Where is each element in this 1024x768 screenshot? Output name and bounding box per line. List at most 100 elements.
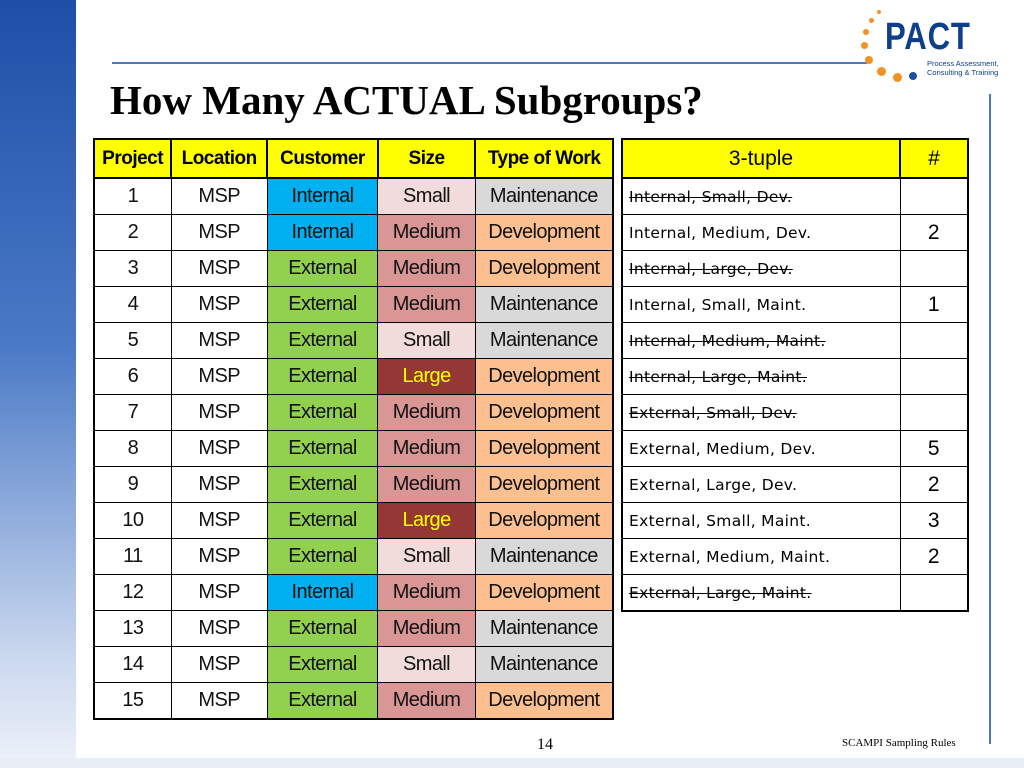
type-of-work-cell: Development — [474, 394, 614, 431]
tuple-count-cell: 5 — [899, 430, 969, 467]
type-of-work-cell: Development — [474, 214, 614, 251]
type-of-work-cell: Maintenance — [474, 322, 614, 359]
project-row: 13 MSP External Medium Maintenance — [93, 610, 614, 647]
location-cell: MSP — [170, 430, 268, 467]
project-number-cell: 9 — [93, 466, 172, 503]
location-cell: MSP — [170, 646, 268, 683]
tuple-row: External, Small, Dev. — [621, 394, 969, 431]
customer-cell: External — [266, 538, 379, 575]
location-cell: MSP — [170, 682, 268, 720]
project-row: 6 MSP External Large Development — [93, 358, 614, 395]
size-cell: Medium — [377, 574, 476, 611]
location-cell: MSP — [170, 538, 268, 575]
tuple-row: External, Large, Dev. 2 — [621, 466, 969, 503]
tuple-row: External, Medium, Dev. 5 — [621, 430, 969, 467]
type-of-work-cell: Maintenance — [474, 610, 614, 647]
tuple-row: Internal, Small, Maint. 1 — [621, 286, 969, 323]
project-number-cell: 3 — [93, 250, 172, 287]
right-divider — [989, 94, 991, 744]
location-cell: MSP — [170, 502, 268, 539]
tuple-label: Internal, Large, Maint. — [629, 367, 807, 386]
project-row: 15 MSP External Medium Development — [93, 682, 614, 720]
location-cell: MSP — [170, 177, 268, 215]
tuple-name-cell: Internal, Large, Dev. — [621, 250, 901, 287]
project-number-cell: 8 — [93, 430, 172, 467]
page-number: 14 — [537, 736, 553, 753]
location-cell: MSP — [170, 574, 268, 611]
type-of-work-cell: Development — [474, 250, 614, 287]
project-row: 14 MSP External Small Maintenance — [93, 646, 614, 683]
size-cell: Medium — [377, 682, 476, 720]
logo-dot — [869, 18, 874, 23]
type-of-work-cell: Development — [474, 358, 614, 395]
tuple-count-cell — [899, 358, 969, 395]
tuple-row: Internal, Small, Dev. — [621, 177, 969, 215]
bottom-strip — [0, 758, 1024, 768]
tuple-label: External, Large, Dev. — [629, 475, 798, 494]
tuple-count-cell: 2 — [899, 214, 969, 251]
tuple-row: Internal, Medium, Dev. 2 — [621, 214, 969, 251]
tuple-count-cell: 2 — [899, 466, 969, 503]
customer-cell: External — [266, 322, 379, 359]
location-cell: MSP — [170, 250, 268, 287]
col-header-project: Project — [92, 138, 173, 179]
type-of-work-cell: Maintenance — [474, 538, 614, 575]
location-cell: MSP — [170, 286, 268, 323]
tuple-count-cell: 2 — [899, 538, 969, 575]
tuple-row: Internal, Large, Maint. — [621, 358, 969, 395]
tuple-name-cell: Internal, Small, Dev. — [621, 177, 901, 215]
size-cell: Small — [377, 538, 476, 575]
project-number-cell: 13 — [93, 610, 172, 647]
project-row: 8 MSP External Medium Development — [93, 430, 614, 467]
logo-dot — [877, 67, 886, 76]
customer-cell: External — [266, 682, 379, 720]
logo-dot — [861, 42, 868, 49]
tuple-name-cell: Internal, Small, Maint. — [621, 286, 901, 323]
size-cell: Medium — [377, 394, 476, 431]
tuple-count-cell: 3 — [899, 502, 969, 539]
projects-table: Project Location Customer Size Type of W… — [92, 138, 614, 720]
tuple-name-cell: External, Small, Dev. — [621, 394, 901, 431]
customer-cell: External — [266, 466, 379, 503]
tuple-name-cell: Internal, Large, Maint. — [621, 358, 901, 395]
customer-cell: External — [266, 358, 379, 395]
tuple-name-cell: Internal, Medium, Maint. — [621, 322, 901, 359]
customer-cell: External — [266, 430, 379, 467]
tuple-name-cell: External, Large, Dev. — [621, 466, 901, 503]
customer-cell: External — [266, 286, 379, 323]
customer-cell: External — [266, 394, 379, 431]
project-number-cell: 15 — [93, 682, 172, 720]
tuple-name-cell: External, Large, Maint. — [621, 574, 901, 612]
project-row: 4 MSP External Medium Maintenance — [93, 286, 614, 323]
col-header-tuple: 3-tuple — [621, 138, 901, 179]
logo-dot — [865, 56, 873, 64]
tuple-count-cell: 1 — [899, 286, 969, 323]
tuple-name-cell: External, Medium, Maint. — [621, 538, 901, 575]
col-header-customer: Customer — [266, 138, 379, 179]
size-cell: Large — [377, 358, 476, 395]
tuple-label: Internal, Medium, Maint. — [629, 331, 826, 350]
customer-cell: External — [266, 502, 379, 539]
col-header-location: Location — [170, 138, 269, 179]
size-cell: Medium — [377, 286, 476, 323]
customer-cell: External — [266, 610, 379, 647]
project-row: 10 MSP External Large Development — [93, 502, 614, 539]
tuple-count-cell — [899, 574, 969, 612]
project-row: 12 MSP Internal Medium Development — [93, 574, 614, 611]
type-of-work-cell: Development — [474, 502, 614, 539]
tuple-count-cell — [899, 250, 969, 287]
logo-dot — [893, 73, 902, 82]
project-number-cell: 4 — [93, 286, 172, 323]
project-number-cell: 5 — [93, 322, 172, 359]
logo-dot — [877, 10, 881, 14]
tuple-count-cell — [899, 177, 969, 215]
location-cell: MSP — [170, 610, 268, 647]
size-cell: Large — [377, 502, 476, 539]
project-row: 5 MSP External Small Maintenance — [93, 322, 614, 359]
project-number-cell: 11 — [93, 538, 172, 575]
type-of-work-cell: Development — [474, 466, 614, 503]
project-row: 7 MSP External Medium Development — [93, 394, 614, 431]
project-row: 3 MSP External Medium Development — [93, 250, 614, 287]
size-cell: Small — [377, 177, 476, 215]
tuple-count-cell — [899, 394, 969, 431]
